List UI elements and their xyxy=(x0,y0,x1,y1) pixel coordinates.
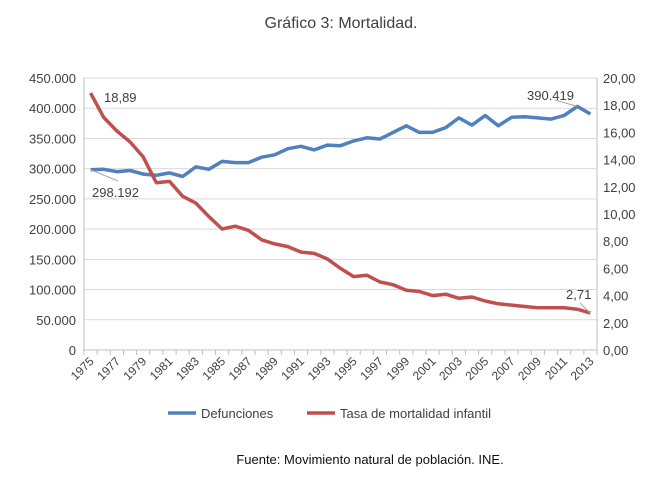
x-tick-label: 1999 xyxy=(384,354,413,383)
x-tick-label: 1993 xyxy=(305,354,334,383)
annotation-first-rate: 18,89 xyxy=(104,90,137,105)
right-tick-label: 20,00 xyxy=(603,71,636,86)
x-tick-label: 1995 xyxy=(331,354,360,383)
right-tick-label: 12,00 xyxy=(603,180,636,195)
left-tick-label: 350.000 xyxy=(29,131,76,146)
x-tick-label: 1989 xyxy=(252,354,281,383)
right-tick-label: 16,00 xyxy=(603,125,636,140)
x-tick-label: 1997 xyxy=(357,354,386,383)
x-tick-label: 2009 xyxy=(515,354,544,383)
left-tick-label: 250.000 xyxy=(29,192,76,207)
series-line-defunciones xyxy=(90,104,592,179)
x-tick-label: 1979 xyxy=(121,354,150,383)
x-tick-label: 2001 xyxy=(410,354,439,383)
annotation-last-rate: 2,71 xyxy=(566,287,591,302)
x-tick-label: 1985 xyxy=(199,354,228,383)
left-tick-label: 50.000 xyxy=(36,313,76,328)
right-tick-label: 0,00 xyxy=(603,343,628,358)
series-line-tasa-mortalidad-infantil xyxy=(89,92,591,315)
x-tick-label: 1987 xyxy=(226,354,255,383)
legend-label-defunciones: Defunciones xyxy=(201,406,274,421)
annotation-leader xyxy=(554,99,578,107)
x-tick-label: 2013 xyxy=(568,354,597,383)
left-tick-label: 300.000 xyxy=(29,162,76,177)
x-tick-label: 1983 xyxy=(173,354,202,383)
annotation-last-deaths: 390.419 xyxy=(527,88,574,103)
x-tick-label: 2011 xyxy=(542,354,570,382)
x-tick-label: 1977 xyxy=(94,354,123,383)
x-tick-label: 1981 xyxy=(147,354,176,383)
left-tick-label: 450.000 xyxy=(29,71,76,86)
x-tick-label: 2003 xyxy=(436,354,465,383)
right-tick-label: 10,00 xyxy=(603,207,636,222)
right-tick-label: 18,00 xyxy=(603,98,636,113)
left-tick-label: 400.000 xyxy=(29,101,76,116)
annotation-leader xyxy=(90,169,119,182)
x-tick-label: 1975 xyxy=(68,354,97,383)
right-tick-label: 6,00 xyxy=(603,261,628,276)
chart-title: Gráfico 3: Mortalidad. xyxy=(265,15,418,32)
annotation-first-deaths: 298.192 xyxy=(92,185,139,200)
x-tick-label: 2007 xyxy=(489,354,518,383)
left-tick-label: 100.000 xyxy=(29,283,76,298)
left-tick-label: 150.000 xyxy=(29,252,76,267)
x-tick-label: 2005 xyxy=(463,354,492,383)
right-tick-label: 2,00 xyxy=(603,316,628,331)
annotation-leader xyxy=(579,302,591,314)
right-tick-label: 14,00 xyxy=(603,153,636,168)
legend-label-tasa: Tasa de mortalidad infantil xyxy=(340,406,491,421)
x-tick-label: 1991 xyxy=(278,354,307,383)
left-tick-label: 0 xyxy=(69,343,76,358)
left-tick-label: 200.000 xyxy=(29,222,76,237)
chart-source: Fuente: Movimiento natural de población.… xyxy=(236,452,503,467)
right-tick-label: 4,00 xyxy=(603,289,628,304)
right-tick-label: 8,00 xyxy=(603,234,628,249)
